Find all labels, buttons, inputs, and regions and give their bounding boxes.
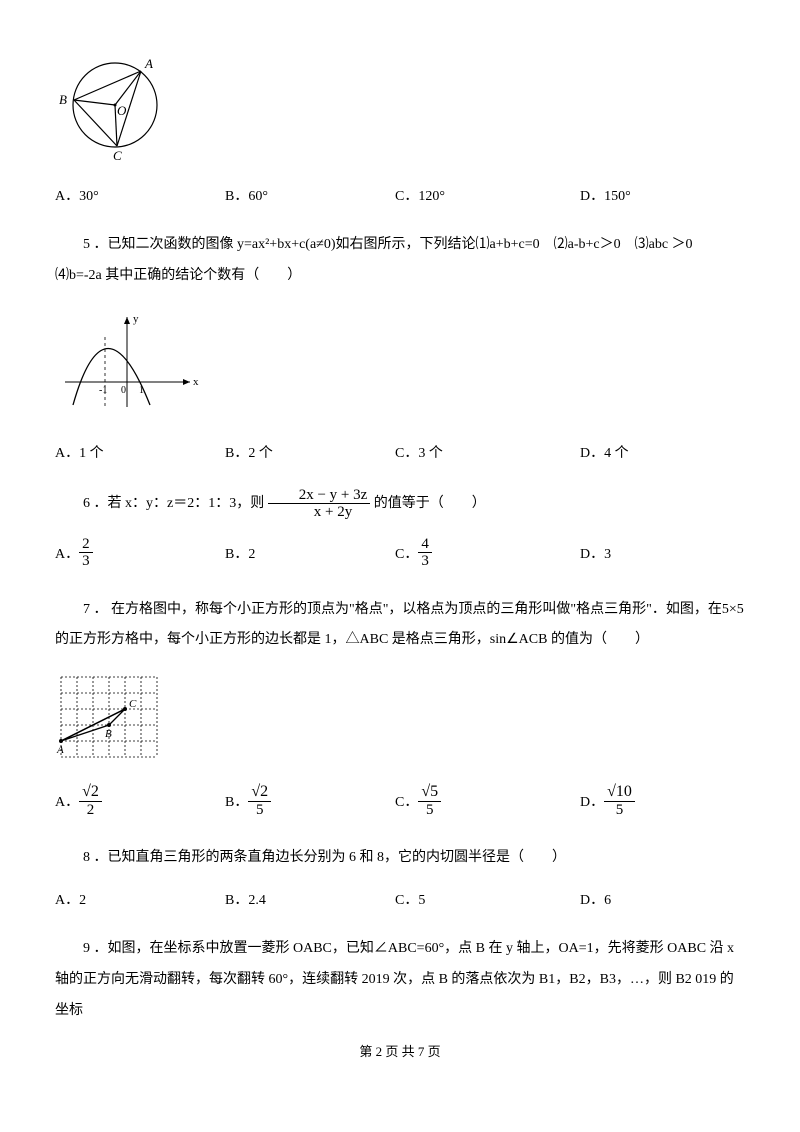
q4-circle-figure: A B C O — [55, 50, 745, 165]
q5-opt-b: B．2 个 — [225, 442, 395, 462]
q7-opt-b: B． √2 5 — [225, 783, 395, 818]
q7-d-num: √10 — [604, 783, 635, 802]
q6-options: A． 2 3 B．2 C． 4 3 D．3 — [55, 536, 745, 570]
q7-b-num: √2 — [248, 783, 271, 802]
q7-options: A． √2 2 B． √2 5 C． √5 5 D． √10 5 — [55, 783, 745, 818]
xlabel: x — [193, 376, 199, 388]
q5-opt-d: D．4 个 — [580, 442, 730, 462]
grid-c: C — [129, 698, 137, 710]
q6-before: 6 ．若 x：y：z＝2：1：3，则 — [83, 496, 268, 511]
page-container: A B C O A．30° B．60° C．120° D．150° 5 ．已知二… — [0, 0, 800, 1080]
q4-opt-a: A．30° — [55, 185, 225, 205]
q7-c-num: √5 — [418, 783, 441, 802]
q7-b-den: 5 — [248, 802, 271, 819]
q7-d-frac: √10 5 — [604, 783, 635, 818]
q7-a-den: 2 — [79, 802, 102, 819]
ylabel: y — [133, 313, 139, 325]
q7-b-frac: √2 5 — [248, 783, 271, 818]
q5-options: A．1 个 B．2 个 C．3 个 D．4 个 — [55, 442, 745, 462]
q6-fraction: 2x − y + 3z x + 2y — [268, 487, 371, 521]
page-footer: 第 2 页 共 7 页 — [55, 1041, 745, 1060]
q7-c-label: C． — [395, 791, 418, 811]
q5-opt-c: C．3 个 — [395, 442, 580, 462]
q5-opt-a: A．1 个 — [55, 442, 225, 462]
q7-a-label: A． — [55, 791, 79, 811]
q6-opt-c: C． 4 3 — [395, 536, 580, 570]
q6-a-frac: 2 3 — [79, 536, 93, 570]
grid-a: A — [56, 744, 64, 756]
q6-c-num: 4 — [418, 536, 432, 554]
grid-diagram: A B C — [55, 671, 165, 763]
q7-opt-c: C． √5 5 — [395, 783, 580, 818]
label-a: A — [144, 56, 153, 71]
q7-opt-d: D． √10 5 — [580, 783, 730, 818]
parabola-diagram: x y -1 0 1 — [55, 307, 205, 417]
q6-a-label: A． — [55, 543, 79, 563]
q6-c-frac: 4 3 — [418, 536, 432, 570]
q6-c-den: 3 — [418, 553, 432, 570]
q7-b-label: B． — [225, 791, 248, 811]
q6-den: x + 2y — [268, 504, 371, 521]
q9-text: 9 ．如图，在坐标系中放置一菱形 OABC，已知∠ABC=60°，点 B 在 y… — [55, 934, 745, 1026]
circle-diagram: A B C O — [55, 50, 175, 160]
q6-a-num: 2 — [79, 536, 93, 554]
grid-b: B — [105, 728, 112, 740]
q6-num: 2x − y + 3z — [268, 487, 371, 505]
q7-grid-figure: A B C — [55, 671, 745, 768]
q8-opt-d: D．6 — [580, 889, 730, 909]
label-c: C — [113, 148, 122, 160]
q4-opt-d: D．150° — [580, 185, 730, 205]
q7-opt-a: A． √2 2 — [55, 783, 225, 818]
q6-opt-d: D．3 — [580, 536, 730, 570]
q7-text: 7 ． 在方格图中，称每个小正方形的顶点为"格点"，以格点为顶点的三角形叫做"格… — [55, 595, 745, 657]
q7-c-frac: √5 5 — [418, 783, 441, 818]
q6-opt-b: B．2 — [225, 536, 395, 570]
q5-text: 5 ．已知二次函数的图像 y=ax²+bx+c(a≠0)如右图所示，下列结论⑴a… — [55, 230, 745, 292]
q6-text: 6 ．若 x：y：z＝2：1：3，则 2x − y + 3z x + 2y 的值… — [55, 487, 745, 521]
q6-a-den: 3 — [79, 553, 93, 570]
q8-opt-b: B．2.4 — [225, 889, 395, 909]
q7-d-den: 5 — [604, 802, 635, 819]
q4-opt-c: C．120° — [395, 185, 580, 205]
label-o: O — [117, 103, 127, 118]
q6-opt-a: A． 2 3 — [55, 536, 225, 570]
label-b: B — [59, 92, 67, 107]
q7-d-label: D． — [580, 791, 604, 811]
q7-c-den: 5 — [418, 802, 441, 819]
q4-options: A．30° B．60° C．120° D．150° — [55, 185, 745, 205]
q8-opt-c: C．5 — [395, 889, 580, 909]
tick-neg1: -1 — [99, 385, 107, 396]
q8-opt-a: A．2 — [55, 889, 225, 909]
tick-1: 1 — [139, 385, 144, 396]
q7-a-num: √2 — [79, 783, 102, 802]
q8-text: 8 ．已知直角三角形的两条直角边长分别为 6 和 8，它的内切圆半径是（ ） — [55, 843, 745, 874]
q5-parabola-figure: x y -1 0 1 — [55, 307, 745, 422]
q7-a-frac: √2 2 — [79, 783, 102, 818]
q8-options: A．2 B．2.4 C．5 D．6 — [55, 889, 745, 909]
q6-after: 的值等于（ ） — [374, 496, 486, 511]
tick-0: 0 — [121, 385, 126, 396]
q4-opt-b: B．60° — [225, 185, 395, 205]
q6-c-label: C． — [395, 543, 418, 563]
